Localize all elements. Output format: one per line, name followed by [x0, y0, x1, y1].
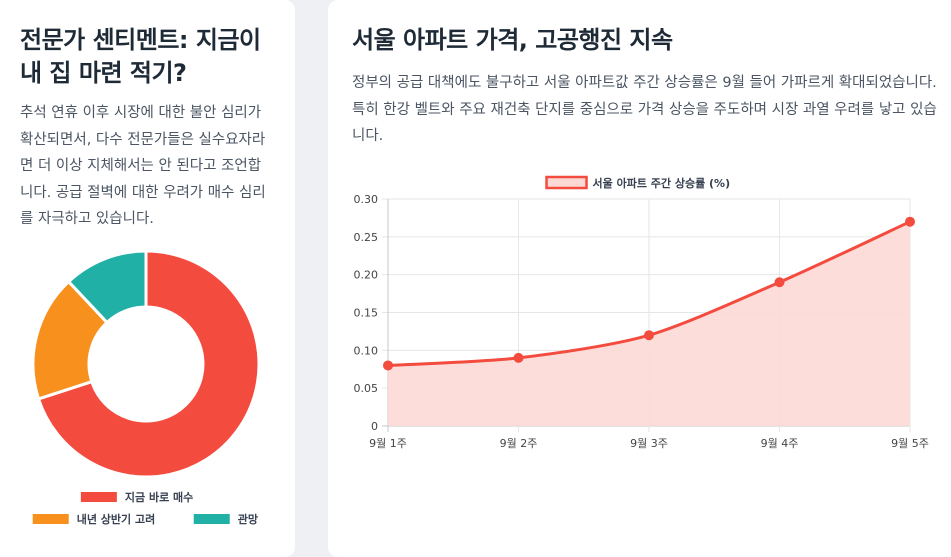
price-card-text: 정부의 공급 대책에도 불구하고 서울 아파트값 주간 상승률은 9월 들어 가…	[352, 75, 937, 144]
y-tick-label: 0.15	[354, 307, 379, 320]
x-tick-label: 9월 5주	[891, 437, 929, 450]
sentiment-card: 전문가 센티멘트: 지금이 내 집 마련 적기? 추석 연휴 이후 시장에 대한…	[0, 0, 295, 557]
legend-label: 관망	[238, 512, 258, 526]
y-tick-label: 0.20	[354, 269, 379, 282]
price-card-title: 서울 아파트 가격, 고공행진 지속	[352, 26, 673, 54]
legend-label: 서울 아파트 주간 상승률 (%)	[593, 176, 731, 190]
legend-swatch	[32, 514, 69, 524]
series-area	[388, 221, 910, 426]
x-tick-label: 9월 2주	[500, 437, 538, 450]
y-tick-label: 0.30	[354, 193, 379, 206]
x-tick-label: 9월 3주	[630, 437, 668, 450]
data-point	[774, 277, 785, 288]
legend-swatch	[193, 514, 230, 524]
y-tick-label: 0.10	[354, 344, 379, 357]
sentiment-card-title: 전문가 센티멘트: 지금이 내 집 마련 적기?	[20, 26, 261, 87]
data-point	[383, 360, 393, 371]
data-point	[905, 216, 915, 227]
legend-label: 내년 상반기 고려	[77, 512, 155, 526]
price-card: 서울 아파트 가격, 고공행진 지속 정부의 공급 대책에도 불구하고 서울 아…	[328, 0, 951, 557]
legend-swatch	[80, 492, 117, 502]
y-tick-label: 0.05	[354, 382, 379, 395]
doughnut-slice	[66, 249, 148, 325]
legend-swatch	[545, 175, 588, 190]
x-tick-label: 9월 1주	[369, 437, 407, 450]
doughnut-slice	[36, 249, 261, 479]
y-tick-label: 0.25	[354, 231, 379, 244]
data-point	[513, 352, 524, 363]
x-tick-label: 9월 4주	[761, 437, 799, 450]
data-point	[644, 330, 654, 341]
legend-label: 지금 바로 매수	[125, 490, 193, 504]
sentiment-card-text: 추석 연휴 이후 시장에 대한 불안 심리가 확산되면서, 다수 전문가들은 실…	[20, 105, 266, 227]
y-tick-label: 0	[371, 420, 378, 433]
price-line-chart: 0 0.05 0.10 0.15 0.20 0.25 0.30 9월 1주 9월 2주 9월 3주…	[354, 175, 929, 450]
